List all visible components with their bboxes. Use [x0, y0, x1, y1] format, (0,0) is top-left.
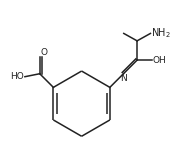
Text: NH$_2$: NH$_2$	[151, 27, 171, 40]
Text: OH: OH	[153, 56, 166, 65]
Text: N: N	[120, 74, 127, 84]
Text: O: O	[41, 48, 47, 57]
Text: HO: HO	[10, 72, 24, 81]
